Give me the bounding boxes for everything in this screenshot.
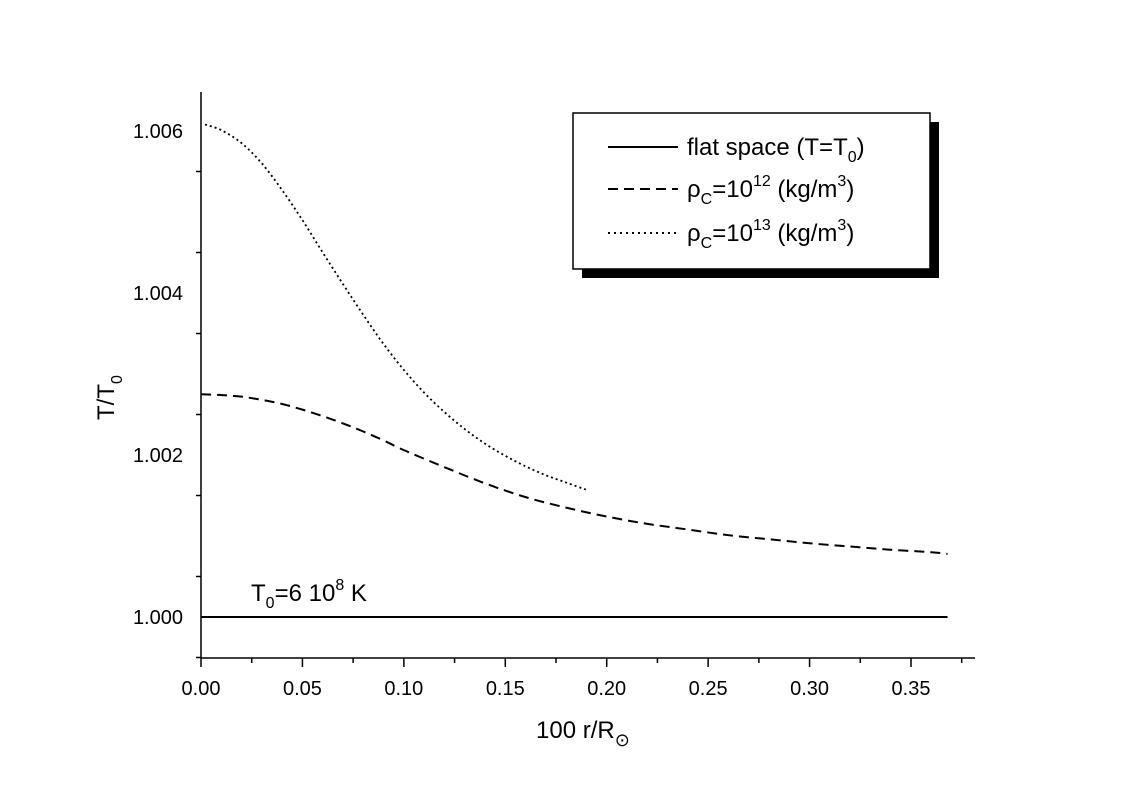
x-tick-label: 0.15 bbox=[486, 678, 525, 700]
legend-label-rho13: ρC=1013 (kg/m3) bbox=[687, 217, 854, 252]
legend-label-rho12: ρC=1012 (kg/m3) bbox=[687, 173, 854, 208]
x-axis-title: 100 r/R⊙ bbox=[536, 717, 630, 750]
annotation-label: T0=6 108 K bbox=[251, 577, 367, 612]
x-tick-label: 0.10 bbox=[384, 678, 423, 700]
legend-label-flat: flat space (T=T0) bbox=[687, 134, 865, 166]
x-tick-label: 0.30 bbox=[790, 678, 829, 700]
x-ticks: 0.00 0.05 0.10 0.15 0.20 0.25 0.30 0.35 bbox=[182, 658, 963, 700]
x-tick-label: 0.25 bbox=[689, 678, 728, 700]
y-ticks: 1.000 1.002 1.004 1.006 bbox=[133, 121, 201, 659]
y-tick-label: 1.000 bbox=[133, 607, 183, 629]
legend: flat space (T=T0) ρC=1012 (kg/m3) ρC=101… bbox=[572, 112, 939, 278]
x-tick-label: 0.00 bbox=[182, 678, 221, 700]
series-line-rho-1e13 bbox=[204, 123, 587, 491]
x-tick-label: 0.20 bbox=[587, 678, 626, 700]
x-tick-label: 0.05 bbox=[283, 678, 322, 700]
series-layer bbox=[200, 123, 948, 619]
x-tick-label: 0.35 bbox=[892, 678, 931, 700]
series-line-rho-1e12 bbox=[200, 393, 948, 555]
y-tick-label: 1.004 bbox=[133, 283, 183, 305]
legend-box bbox=[572, 112, 931, 270]
y-tick-label: 1.006 bbox=[133, 121, 183, 143]
y-axis-title: T/T0 bbox=[93, 375, 126, 420]
y-tick-label: 1.002 bbox=[133, 445, 183, 467]
